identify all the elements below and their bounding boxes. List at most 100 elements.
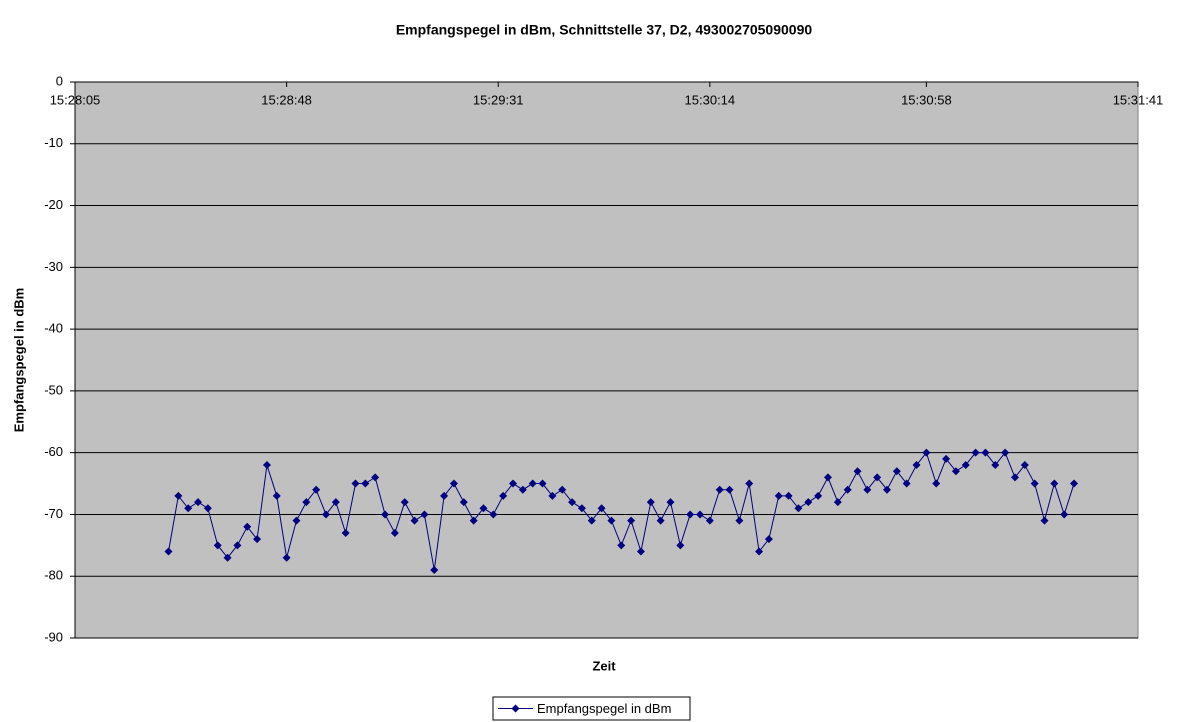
- chart-title: Empfangspegel in dBm, Schnittstelle 37, …: [396, 22, 813, 38]
- data-point: [587, 516, 596, 525]
- data-point: [558, 485, 567, 494]
- data-point: [961, 461, 970, 470]
- data-point: [902, 479, 911, 488]
- data-point: [873, 473, 882, 482]
- data-point: [341, 528, 350, 537]
- data-point: [321, 510, 330, 519]
- data-point: [656, 516, 665, 525]
- data-point: [971, 448, 980, 457]
- data-point: [518, 485, 527, 494]
- data-point: [1030, 479, 1039, 488]
- data-point: [745, 479, 754, 488]
- x-tick-label: 15:30:58: [901, 92, 952, 107]
- data-point: [1001, 448, 1010, 457]
- data-point: [410, 516, 419, 525]
- y-tick-label: -20: [44, 197, 63, 212]
- data-point: [361, 479, 370, 488]
- plot-area: [74, 81, 1139, 639]
- data-point: [1050, 479, 1059, 488]
- legend-marker: [511, 704, 520, 713]
- data-point: [223, 553, 232, 562]
- data-point: [676, 541, 685, 550]
- data-point: [262, 461, 271, 470]
- data-point: [942, 454, 951, 463]
- data-point: [991, 461, 1000, 470]
- data-point: [420, 510, 429, 519]
- data-point: [784, 491, 793, 500]
- data-point: [804, 498, 813, 507]
- data-point: [794, 504, 803, 513]
- data-point: [607, 516, 616, 525]
- data-point: [686, 510, 695, 519]
- data-point: [390, 528, 399, 537]
- data-point: [371, 473, 380, 482]
- data-point: [843, 485, 852, 494]
- data-point: [666, 498, 675, 507]
- y-axis-label: Empfangspegel in dBm: [11, 288, 26, 432]
- y-tick-label: -80: [44, 568, 63, 583]
- data-point: [617, 541, 626, 550]
- data-point: [351, 479, 360, 488]
- data-point: [331, 498, 340, 507]
- data-point: [174, 491, 183, 500]
- data-point: [508, 479, 517, 488]
- data-point: [833, 498, 842, 507]
- x-tick-label: 15:29:31: [473, 92, 524, 107]
- data-point: [233, 541, 242, 550]
- data-point: [538, 479, 547, 488]
- data-point: [184, 504, 193, 513]
- data-point: [932, 479, 941, 488]
- y-tick-label: -70: [44, 506, 63, 521]
- data-point: [489, 510, 498, 519]
- data-point: [1010, 473, 1019, 482]
- data-point: [755, 547, 764, 556]
- data-point: [853, 467, 862, 476]
- data-point: [696, 510, 705, 519]
- data-point: [1020, 461, 1029, 470]
- data-point: [164, 547, 173, 556]
- data-point: [272, 491, 281, 500]
- data-point: [243, 522, 252, 531]
- y-tick-label: -90: [44, 629, 63, 644]
- legend: [492, 696, 691, 721]
- data-point: [203, 504, 212, 513]
- data-point: [577, 504, 586, 513]
- data-point: [863, 485, 872, 494]
- data-point: [1070, 479, 1079, 488]
- data-point: [912, 461, 921, 470]
- data-point: [725, 485, 734, 494]
- data-point: [469, 516, 478, 525]
- data-point: [548, 491, 557, 500]
- y-tick-label: -10: [44, 135, 63, 150]
- data-point: [302, 498, 311, 507]
- data-point: [1060, 510, 1069, 519]
- legend-label: Empfangspegel in dBm: [537, 701, 671, 716]
- x-tick-label: 15:31:41: [1113, 92, 1164, 107]
- x-tick-label: 15:28:48: [261, 92, 312, 107]
- data-point: [705, 516, 714, 525]
- data-point: [922, 448, 931, 457]
- data-point: [823, 473, 832, 482]
- data-point: [568, 498, 577, 507]
- data-point: [764, 535, 773, 544]
- data-point: [194, 498, 203, 507]
- x-tick-label: 15:28:05: [50, 92, 101, 107]
- data-point: [627, 516, 636, 525]
- data-point: [499, 491, 508, 500]
- data-point: [981, 448, 990, 457]
- data-point: [1040, 516, 1049, 525]
- data-point: [253, 535, 262, 544]
- data-point: [213, 541, 222, 550]
- y-tick-label: -40: [44, 321, 63, 336]
- data-point: [459, 498, 468, 507]
- data-point: [715, 485, 724, 494]
- x-tick-label: 15:30:14: [685, 92, 736, 107]
- data-point: [440, 491, 449, 500]
- data-point: [951, 467, 960, 476]
- data-point: [883, 485, 892, 494]
- data-point: [381, 510, 390, 519]
- data-point: [312, 485, 321, 494]
